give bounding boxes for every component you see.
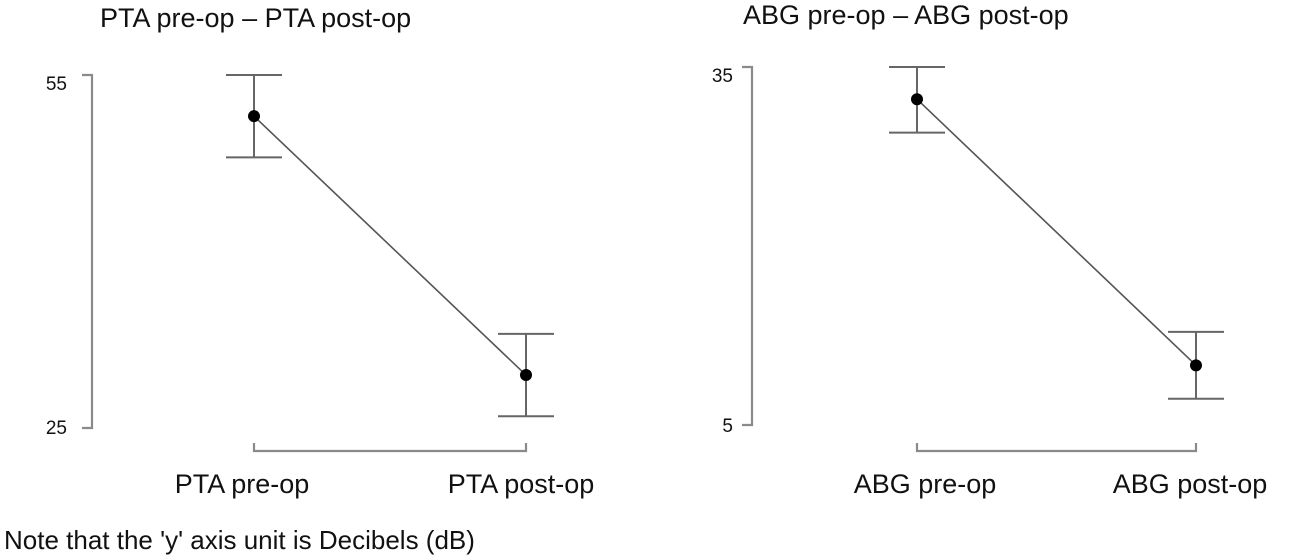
chart-left-title: PTA pre-op – PTA post-op [100, 3, 411, 33]
chart-left: PTA pre-op – PTA post-op 55 25 PTA pre-o… [46, 3, 594, 499]
chart-right: ABG pre-op – ABG post-op 35 5 ABG pre-op… [712, 0, 1267, 499]
chart-left-ytick-bottom: 25 [46, 418, 67, 439]
chart-left-marks [82, 73, 554, 453]
footnote: Note that the 'y' axis unit is Decibels … [4, 525, 475, 555]
chart-right-y-axis [742, 65, 754, 427]
chart-left-point-pre [248, 110, 260, 123]
chart-left-x-axis [252, 443, 528, 453]
chart-right-series-line [916, 98, 1197, 366]
chart-left-ytick-top: 55 [46, 74, 67, 95]
chart-left-series-line [253, 115, 527, 376]
chart-right-ytick-top: 35 [712, 66, 733, 87]
chart-left-xlabel-post: PTA post-op [448, 469, 595, 499]
chart-left-xlabel-pre: PTA pre-op [175, 469, 310, 499]
chart-right-xlabel-post: ABG post-op [1113, 469, 1268, 499]
chart-right-marks [742, 65, 1224, 453]
chart-right-title: ABG pre-op – ABG post-op [743, 0, 1069, 30]
chart-right-point-pre [911, 93, 923, 106]
chart-left-y-axis [82, 73, 94, 430]
chart-right-xlabel-pre: ABG pre-op [854, 469, 997, 499]
chart-left-point-post [520, 369, 532, 382]
chart-right-ytick-bottom: 5 [722, 416, 733, 437]
chart-right-x-axis [915, 443, 1198, 453]
chart-right-point-post [1190, 359, 1202, 372]
